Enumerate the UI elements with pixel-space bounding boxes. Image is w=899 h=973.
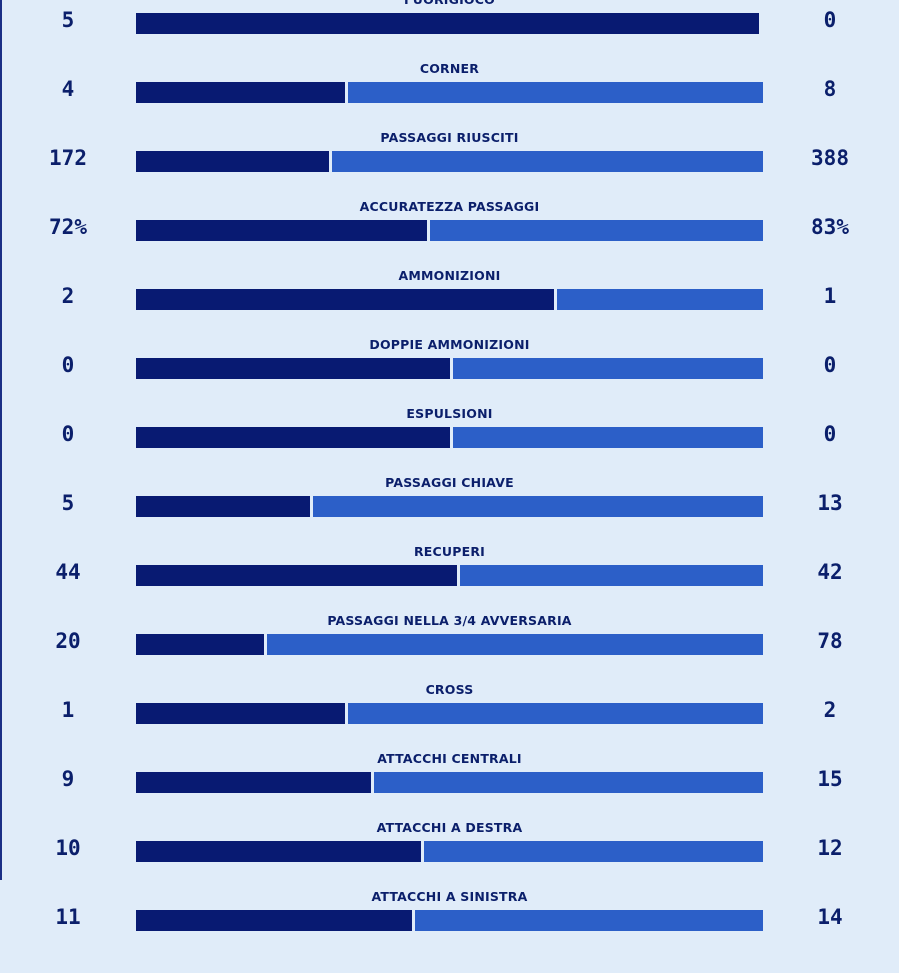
comparison-bar: [136, 82, 763, 103]
stat-row-accuratezza-passaggi: ACCURATEZZA PASSAGGI 72% 83%: [0, 199, 899, 268]
away-value: 0: [823, 422, 837, 446]
away-value: 2: [823, 698, 837, 722]
comparison-bar: [136, 634, 763, 655]
home-bar: [136, 565, 457, 586]
home-bar: [136, 841, 421, 862]
home-bar: [136, 634, 264, 655]
stat-row-attacchi-a-destra: ATTACCHI A DESTRA 10 12: [0, 820, 899, 889]
home-value: 11: [55, 905, 81, 929]
stat-row-doppie-ammonizioni: DOPPIE AMMONIZIONI 0 0: [0, 337, 899, 406]
stat-label: PASSAGGI CHIAVE: [385, 475, 514, 490]
stat-row-passaggi-riusciti: PASSAGGI RIUSCITI 172 388: [0, 130, 899, 199]
home-value: 0: [61, 353, 75, 377]
home-value: 2: [61, 284, 75, 308]
stat-label: PASSAGGI NELLA 3/4 AVVERSARIA: [327, 613, 572, 628]
stat-label: ACCURATEZZA PASSAGGI: [359, 199, 540, 214]
home-bar: [136, 13, 759, 34]
away-bar: [460, 565, 763, 586]
home-value: 4: [61, 77, 75, 101]
away-bar: [374, 772, 763, 793]
comparison-bar: [136, 565, 763, 586]
home-value: 72%: [49, 215, 87, 239]
away-value: 0: [823, 8, 837, 32]
stat-label: ATTACCHI CENTRALI: [377, 751, 522, 766]
stat-row-attacchi-centrali: ATTACCHI CENTRALI 9 15: [0, 751, 899, 820]
home-value: 5: [61, 8, 75, 32]
home-bar: [136, 220, 427, 241]
stat-label: FUORIGIOCO: [0, 0, 899, 7]
away-bar: [267, 634, 763, 655]
stat-row-attacchi-a-sinistra: ATTACCHI A SINISTRA 11 14: [0, 889, 899, 958]
comparison-bar: [136, 427, 763, 448]
away-value: 8: [823, 77, 837, 101]
stat-label: CORNER: [419, 61, 480, 76]
stat-row-espulsioni: ESPULSIONI 0 0: [0, 406, 899, 475]
away-value: 14: [817, 905, 843, 929]
stat-row-cross: CROSS 1 2: [0, 682, 899, 751]
home-value: 172: [49, 146, 87, 170]
stat-label: PASSAGGI RIUSCITI: [380, 130, 519, 145]
panel-left-border: [0, 0, 2, 880]
away-value: 83%: [811, 215, 849, 239]
stat-label: ESPULSIONI: [406, 406, 493, 421]
away-value: 15: [817, 767, 843, 791]
home-bar: [136, 289, 554, 310]
comparison-bar: [136, 703, 763, 724]
stat-row-recuperi: RECUPERI 44 42: [0, 544, 899, 613]
stat-label: DOPPIE AMMONIZIONI: [369, 337, 530, 352]
stat-row-fuorigioco: FUORIGIOCO5 0: [0, 0, 899, 61]
away-value: 42: [817, 560, 843, 584]
stat-row-corner: CORNER 4 8: [0, 61, 899, 130]
away-bar: [430, 220, 763, 241]
home-bar: [136, 82, 345, 103]
home-value: 1: [61, 698, 75, 722]
comparison-bar: [136, 910, 763, 931]
comparison-bar: [136, 151, 763, 172]
stat-row-ammonizioni: AMMONIZIONI 2 1: [0, 268, 899, 337]
home-value: 44: [55, 560, 81, 584]
away-bar: [332, 151, 763, 172]
away-bar: [453, 427, 763, 448]
home-value: 5: [61, 491, 75, 515]
comparison-bar: [136, 772, 763, 793]
away-value: 1: [823, 284, 837, 308]
home-value: 20: [55, 629, 81, 653]
away-bar: [557, 289, 763, 310]
away-bar: [348, 703, 763, 724]
stat-label: ATTACCHI A DESTRA: [376, 820, 523, 835]
home-bar: [136, 496, 310, 517]
comparison-bar: [136, 496, 763, 517]
away-bar: [424, 841, 763, 862]
stat-label: CROSS: [425, 682, 474, 697]
home-bar: [136, 427, 450, 448]
away-value: 12: [817, 836, 843, 860]
home-bar: [136, 703, 345, 724]
home-bar: [136, 151, 329, 172]
away-value: 0: [823, 353, 837, 377]
stat-label: AMMONIZIONI: [398, 268, 501, 283]
away-bar: [415, 910, 763, 931]
away-value: 13: [817, 491, 843, 515]
comparison-bar: [136, 220, 763, 241]
stat-label: RECUPERI: [413, 544, 486, 559]
comparison-bar: [136, 358, 763, 379]
away-value: 78: [817, 629, 843, 653]
home-value: 9: [61, 767, 75, 791]
comparison-bar: [136, 289, 763, 310]
stat-row-passaggi-chiave: PASSAGGI CHIAVE 5 13: [0, 475, 899, 544]
home-bar: [136, 772, 371, 793]
away-bar: [313, 496, 763, 517]
home-bar: [136, 910, 412, 931]
comparison-bar: [136, 13, 763, 34]
comparison-bar: [136, 841, 763, 862]
home-bar: [136, 358, 450, 379]
stat-label: ATTACCHI A SINISTRA: [371, 889, 528, 904]
stat-row-passaggi-nella-3-4-avversaria: PASSAGGI NELLA 3/4 AVVERSARIA 20 78: [0, 613, 899, 682]
home-value: 0: [61, 422, 75, 446]
away-bar: [348, 82, 763, 103]
away-bar: [453, 358, 763, 379]
home-value: 10: [55, 836, 81, 860]
away-value: 388: [811, 146, 849, 170]
